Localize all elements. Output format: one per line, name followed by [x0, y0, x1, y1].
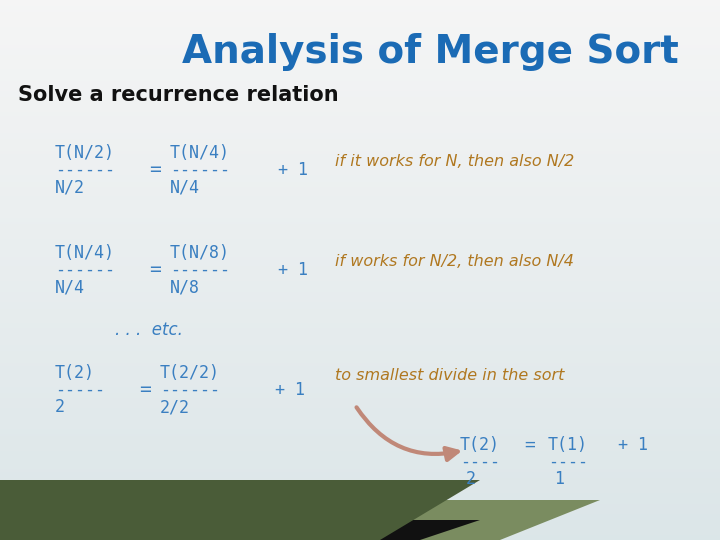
Text: 2/2: 2/2 — [160, 398, 190, 416]
Text: =: = — [149, 160, 161, 179]
Text: ------: ------ — [170, 161, 230, 179]
Text: T(N/4): T(N/4) — [55, 244, 115, 262]
Text: N/2: N/2 — [55, 178, 85, 196]
Text: =: = — [149, 260, 161, 280]
Text: T(N/2): T(N/2) — [55, 144, 115, 162]
Polygon shape — [0, 480, 480, 540]
Text: ------: ------ — [55, 161, 115, 179]
Text: + 1: + 1 — [278, 261, 308, 279]
Text: T(N/8): T(N/8) — [170, 244, 230, 262]
Text: N/8: N/8 — [170, 278, 200, 296]
Text: Analysis of Merge Sort: Analysis of Merge Sort — [181, 33, 678, 71]
Text: if it works for N, then also N/2: if it works for N, then also N/2 — [335, 154, 575, 170]
Text: Solve a recurrence relation: Solve a recurrence relation — [18, 85, 338, 105]
Polygon shape — [0, 500, 600, 540]
Text: 2: 2 — [55, 398, 65, 416]
Text: =: = — [525, 436, 536, 454]
Text: ------: ------ — [170, 261, 230, 279]
Text: ----: ---- — [460, 453, 500, 471]
Text: =: = — [139, 381, 151, 400]
Text: ----: ---- — [548, 453, 588, 471]
Text: 1: 1 — [554, 470, 564, 488]
Text: -----: ----- — [55, 381, 105, 399]
Polygon shape — [0, 520, 480, 540]
Text: T(2): T(2) — [55, 364, 95, 382]
Text: ------: ------ — [55, 261, 115, 279]
Text: + 1: + 1 — [275, 381, 305, 399]
Text: ------: ------ — [160, 381, 220, 399]
Text: + 1: + 1 — [278, 161, 308, 179]
Text: T(2): T(2) — [460, 436, 500, 454]
Text: T(N/4): T(N/4) — [170, 144, 230, 162]
Text: T(2/2): T(2/2) — [160, 364, 220, 382]
Text: + 1: + 1 — [618, 436, 648, 454]
Text: T(1): T(1) — [548, 436, 588, 454]
Text: N/4: N/4 — [170, 178, 200, 196]
Text: if works for N/2, then also N/4: if works for N/2, then also N/4 — [335, 254, 574, 269]
Text: N/4: N/4 — [55, 278, 85, 296]
Text: . . .  etc.: . . . etc. — [115, 321, 183, 339]
Text: 2: 2 — [466, 470, 476, 488]
Text: to smallest divide in the sort: to smallest divide in the sort — [335, 368, 564, 382]
